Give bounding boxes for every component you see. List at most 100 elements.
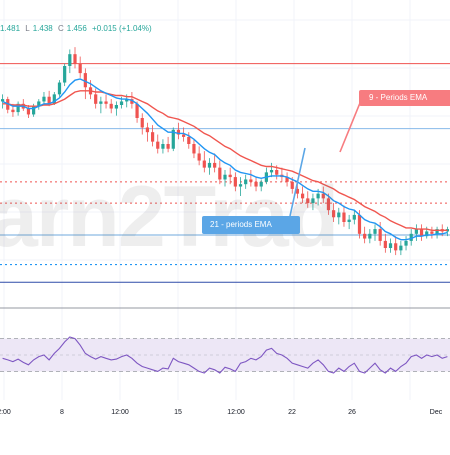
candle-body xyxy=(275,170,279,175)
candle-body xyxy=(47,96,51,104)
candle-body xyxy=(140,118,144,128)
candle-body xyxy=(119,101,124,105)
candle-body xyxy=(73,54,77,64)
candle-body xyxy=(52,94,56,104)
candle-body xyxy=(342,212,346,222)
x-tick-label: 12:00 xyxy=(111,409,129,416)
candle-body xyxy=(156,141,160,149)
candle-body xyxy=(176,129,181,135)
candle-body xyxy=(388,243,393,248)
candle-body xyxy=(187,136,191,144)
time-axis[interactable] xyxy=(0,400,450,450)
candle-body xyxy=(425,231,429,237)
candle-body xyxy=(145,127,150,133)
candle-body xyxy=(57,82,62,95)
candle-body xyxy=(192,144,196,154)
ema9-callout[interactable]: 9 - Periods EMA xyxy=(359,90,450,106)
x-tick-label: 12:00 xyxy=(227,409,245,416)
candle-body xyxy=(42,96,46,102)
candle-body xyxy=(300,193,305,199)
x-tick-label: 26 xyxy=(348,409,356,416)
candle-body xyxy=(378,229,382,241)
candle-body xyxy=(63,66,67,83)
candle-body xyxy=(197,153,201,161)
candle-body xyxy=(435,229,439,234)
candle-body xyxy=(16,103,20,113)
candle-body xyxy=(337,212,341,218)
candle-body xyxy=(99,101,103,104)
candle-body xyxy=(109,103,113,109)
candle-body xyxy=(213,162,217,168)
candle-body xyxy=(130,99,134,104)
ema21-callout[interactable]: 21 - periods EMA xyxy=(202,216,300,234)
candle-body xyxy=(104,101,108,104)
candle-body xyxy=(394,243,398,251)
candle-body xyxy=(259,181,263,187)
candle-body xyxy=(326,198,331,211)
x-tick-label: 22 xyxy=(288,409,296,416)
candle-body xyxy=(409,233,413,241)
candle-body xyxy=(357,214,362,234)
candle-body xyxy=(419,229,424,237)
candle-body xyxy=(244,179,248,185)
candle-body xyxy=(26,108,31,115)
x-tick-label: 8 xyxy=(60,409,64,416)
candle-body xyxy=(0,99,5,102)
candle-body xyxy=(311,198,315,204)
ohlc-open-value: 1.481 xyxy=(0,24,21,33)
candle-body xyxy=(11,109,15,113)
candle-body xyxy=(161,144,165,149)
ema9-pointer xyxy=(339,97,363,153)
candle-body xyxy=(269,170,274,173)
candle-body xyxy=(114,105,118,109)
candle-body xyxy=(233,177,237,187)
candle-body xyxy=(368,233,372,239)
candle-body xyxy=(321,193,325,199)
ema21-pointer xyxy=(289,147,306,217)
candle-body xyxy=(363,233,367,239)
ohlc-close-key: C xyxy=(57,24,64,33)
ohlc-close-value: 1.456 xyxy=(66,24,87,33)
candle-body xyxy=(249,179,253,182)
x-tick-label: 2:00 xyxy=(0,409,11,416)
candle-body xyxy=(352,214,356,220)
candle-body xyxy=(383,240,387,248)
ema9-line xyxy=(2,78,448,241)
candle-body xyxy=(125,99,129,102)
candle-body xyxy=(228,174,232,178)
candle-body xyxy=(135,103,139,118)
candle-body xyxy=(83,73,87,88)
candle-body xyxy=(218,167,222,180)
ohlc-readout: 1.481 L 1.438 C 1.456 +0.015 (+1.04%) xyxy=(0,24,155,33)
candle-body xyxy=(150,132,155,142)
candle-body xyxy=(68,54,72,66)
candle-body xyxy=(332,210,336,218)
rsi-line xyxy=(2,336,448,374)
candle-body xyxy=(373,229,377,234)
x-tick-label: Dec xyxy=(429,409,443,416)
ohlc-change-value: +0.015 (+1.04%) xyxy=(92,24,152,33)
candle-body xyxy=(399,245,403,251)
candle-body xyxy=(285,177,289,182)
candle-body xyxy=(78,63,82,74)
x-tick-label: 15 xyxy=(174,409,182,416)
candle-body xyxy=(94,94,98,104)
candle-body xyxy=(445,229,450,232)
candle-body xyxy=(37,101,41,107)
candle-body xyxy=(414,229,418,234)
candle-body xyxy=(306,198,310,204)
candle-body xyxy=(182,134,186,137)
candle-body xyxy=(166,144,170,149)
candle-body xyxy=(207,162,212,168)
candle-body xyxy=(238,184,243,187)
ohlc-low-value: 1.438 xyxy=(32,24,53,33)
ohlc-low-key: L xyxy=(25,24,30,33)
candle-body xyxy=(223,174,227,180)
candle-body xyxy=(295,188,300,194)
candle-body xyxy=(316,193,320,199)
candle-body xyxy=(254,181,258,187)
candle-body xyxy=(430,231,434,234)
candle-body xyxy=(347,219,351,222)
